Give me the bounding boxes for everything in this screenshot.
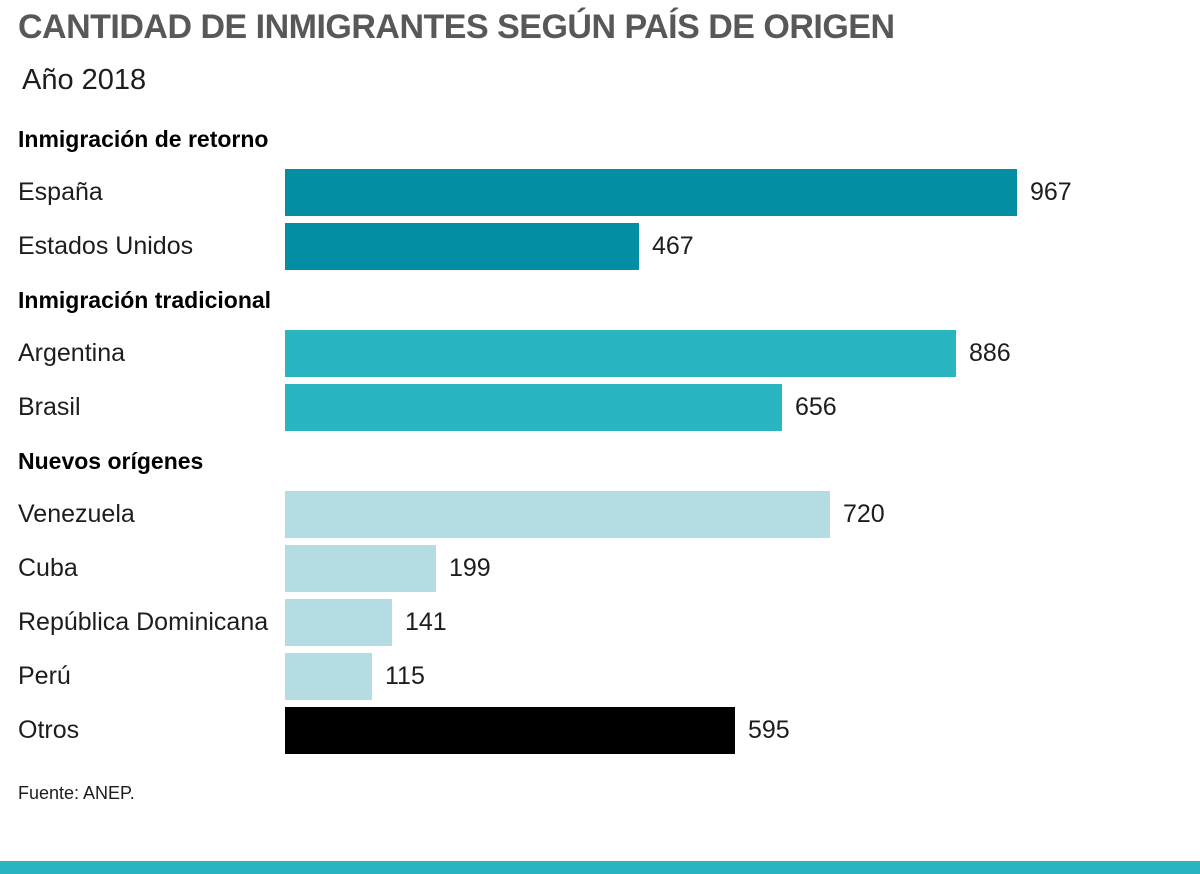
bar	[285, 653, 372, 700]
bar-value-label: 115	[385, 662, 425, 690]
bar-value-label: 720	[843, 500, 885, 528]
bar-value-label: 199	[449, 554, 491, 582]
bar-category-label: Estados Unidos	[18, 232, 194, 260]
footer-accent-strip	[0, 861, 1200, 874]
bar	[285, 491, 830, 538]
bar-category-label: Cuba	[18, 554, 78, 582]
bar-category-label: Venezuela	[18, 500, 135, 528]
bar	[285, 599, 392, 646]
bar-value-label: 595	[748, 716, 790, 744]
bar-value-label: 967	[1030, 178, 1072, 206]
bar	[285, 223, 639, 270]
bar-row: Estados Unidos 467	[0, 223, 1200, 270]
bar-row: Otros 595	[0, 707, 1200, 754]
group-header: Inmigración tradicional	[18, 287, 272, 313]
bar-value-label: 467	[652, 232, 694, 260]
bar-row: España 967	[0, 169, 1200, 216]
bar-track: 967	[285, 169, 1200, 216]
bar-track: 595	[285, 707, 1200, 754]
chart-subtitle: Año 2018	[22, 64, 147, 96]
bar-track: 467	[285, 223, 1200, 270]
bar-row: Cuba 199	[0, 545, 1200, 592]
bar-track: 656	[285, 384, 1200, 431]
bar	[285, 169, 1017, 216]
bar-track: 141	[285, 599, 1200, 646]
bar-category-label: España	[18, 178, 103, 206]
bar-category-label: Perú	[18, 662, 71, 690]
source-note: Fuente: ANEP.	[18, 783, 135, 803]
bar-track: 886	[285, 330, 1200, 377]
bar-row: Venezuela 720	[0, 491, 1200, 538]
bar-row: Argentina 886	[0, 330, 1200, 377]
bar-track: 720	[285, 491, 1200, 538]
bar-category-label: Otros	[18, 716, 80, 744]
bar-value-label: 656	[795, 393, 837, 421]
group-header: Nuevos orígenes	[18, 448, 204, 474]
bar-row: Brasil 656	[0, 384, 1200, 431]
bar	[285, 707, 735, 754]
bar-track: 199	[285, 545, 1200, 592]
chart-title: CANTIDAD DE INMIGRANTES SEGÚN PAÍS DE OR…	[18, 8, 895, 46]
bar-chart: Inmigración de retorno España 967 Estados U…	[0, 127, 1200, 754]
bar	[285, 330, 956, 377]
bar	[285, 545, 436, 592]
bar-category-label: Brasil	[18, 393, 81, 421]
bar-value-label: 141	[405, 608, 447, 636]
bar-value-label: 886	[969, 339, 1011, 367]
bar	[285, 384, 782, 431]
bar-category-label: República Dominicana	[18, 608, 269, 636]
group-header: Inmigración de retorno	[18, 126, 269, 152]
bar-category-label: Argentina	[18, 339, 126, 367]
bar-track: 115	[285, 653, 1200, 700]
bar-row: Perú 115	[0, 653, 1200, 700]
bar-row: República Dominicana 141	[0, 599, 1200, 646]
